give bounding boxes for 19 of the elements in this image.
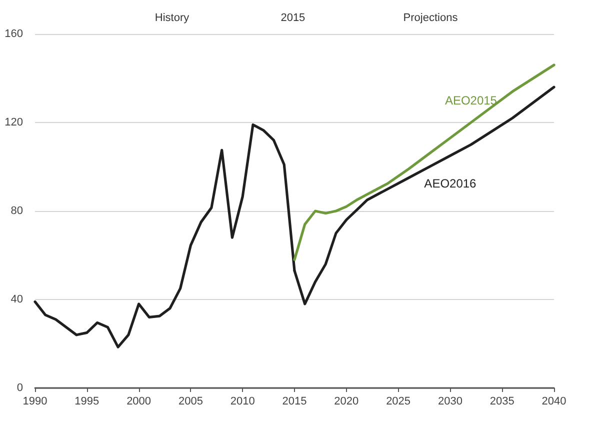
x-tick-label: 2000 — [126, 396, 152, 408]
x-tick-label: 2020 — [334, 396, 359, 408]
x-tick-label: 2005 — [178, 396, 203, 408]
text: History — [154, 12, 190, 24]
y-tick-label: 160 — [4, 28, 23, 40]
x-tick-label: 2015 — [282, 396, 307, 408]
text: 2015 — [280, 12, 306, 24]
x-tick-label: 2010 — [230, 396, 255, 408]
x-tick-label: 1995 — [74, 396, 100, 408]
y-tick-label: 80 — [10, 205, 23, 217]
x-tick-label: 2025 — [386, 396, 411, 408]
x-tick-label: 2040 — [542, 396, 566, 408]
y-tick-label: 0 — [16, 382, 23, 394]
text: Projections — [403, 12, 458, 24]
x-tick-label: 2035 — [490, 396, 514, 408]
y-tick-label: 40 — [10, 294, 23, 306]
x-tick-label: 1990 — [22, 396, 48, 408]
y-tick-label: 120 — [4, 116, 23, 128]
x-tick-label: 2030 — [438, 396, 462, 408]
